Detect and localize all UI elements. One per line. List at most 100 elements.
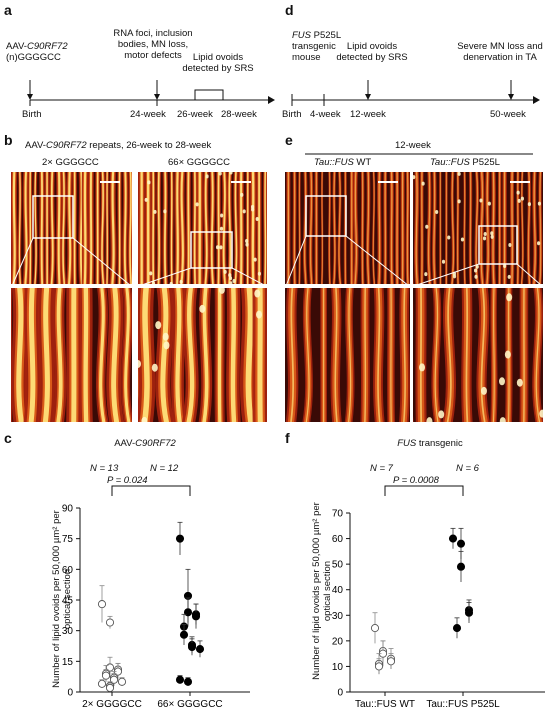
data-point (97, 600, 107, 609)
panel-a-label: a (4, 2, 12, 18)
srs-image-66x-overview (138, 172, 267, 284)
panel-d-tick-50: 50-week (490, 109, 526, 120)
zoom-box (32, 195, 74, 239)
panel-f-n-label-1: N = 7 (370, 463, 393, 474)
x-tick-label: 66× GGGGCC (157, 699, 222, 710)
panel-b-label: b (4, 132, 13, 148)
panel-f-p-label: P = 0.0008 (393, 475, 439, 486)
panel-a-construct: AAV-C90RF72 (6, 41, 68, 52)
panel-d-mouse-line3: mouse (292, 52, 321, 63)
data-point (183, 677, 193, 686)
y-tick-label: 30 (62, 626, 74, 637)
srs-image-2x-zoom (11, 288, 132, 422)
zoom-box (478, 225, 518, 265)
panel-e-label: e (285, 132, 293, 148)
data-point (456, 562, 466, 571)
panel-e-col-label-wt: Tau::FUS WT (314, 157, 372, 168)
data-point (105, 683, 115, 692)
panel-a-event-1: RNA foci, inclusion bodies, MN loss, mot… (113, 28, 193, 61)
data-point (101, 671, 111, 680)
series-0 (370, 612, 396, 675)
panel-e-timepoint-line (305, 153, 533, 155)
panel-b-title: AAV-C90RF72 repeats, 26-week to 28-week (25, 140, 212, 151)
series-0 (97, 585, 127, 692)
zoom-box (190, 231, 233, 269)
y-tick-label: 0 (67, 688, 73, 699)
x-tick-label: Tau::FUS WT (355, 699, 415, 710)
y-tick-label: 60 (62, 565, 74, 576)
data-point (448, 534, 458, 543)
series-1 (175, 521, 205, 686)
srs-image-p525l-zoom (413, 288, 543, 422)
panel-f-n-label-2: N = 6 (456, 463, 479, 474)
panel-f-title: FUS transgenic (397, 438, 463, 449)
panel-d-tick-4: 4-week (310, 109, 341, 120)
y-tick-label: 75 (62, 534, 74, 545)
y-tick-label: 40 (332, 585, 344, 596)
data-point (452, 624, 462, 633)
y-tick-label: 15 (62, 657, 74, 668)
x-tick-label: Tau::FUS P525L (426, 699, 500, 710)
panel-c-label: c (4, 430, 12, 446)
y-tick-label: 60 (332, 534, 344, 545)
y-tick-label: 0 (337, 688, 343, 699)
panel-c-n-label-2: N = 12 (150, 463, 179, 474)
panel-a-construct-repeat: (n)GGGGCC (6, 52, 61, 63)
y-tick-label: 30 (332, 611, 344, 622)
panel-d-event-1: Lipid ovoids detected by SRS (336, 41, 408, 63)
zoom-box (305, 195, 347, 237)
data-point (179, 630, 189, 639)
panel-d-mouse-line2: transgenic (292, 41, 336, 52)
y-tick-label: 20 (332, 636, 344, 647)
srs-image-66x-zoom (138, 288, 267, 422)
panel-a-tick-24: 24-week (130, 109, 166, 120)
data-point (464, 608, 474, 617)
data-point (117, 677, 127, 686)
srs-image-wt-zoom (285, 288, 410, 422)
data-point (187, 642, 197, 652)
significance-bracket (111, 485, 191, 496)
data-point (105, 618, 115, 627)
panel-a-tick-28: 28-week (221, 109, 257, 120)
data-point (374, 662, 384, 671)
y-tick-label: 50 (332, 560, 344, 571)
srs-image-p525l-overview (413, 172, 543, 284)
data-point (97, 679, 107, 688)
x-tick-label: 2× GGGGCC (82, 699, 142, 710)
panel-e-col-label-p525l: Tau::FUS P525L (430, 157, 500, 168)
data-point (183, 608, 193, 617)
data-point (175, 675, 185, 684)
data-point (456, 539, 466, 548)
panel-a-timeline (27, 80, 275, 106)
panel-a-tick-26: 26-week (177, 109, 213, 120)
data-point (195, 645, 205, 654)
series-1 (448, 527, 474, 639)
panel-d-tick-12: 12-week (350, 109, 386, 120)
panel-d-event-2: Severe MN loss and denervation in TA (457, 41, 543, 63)
panel-e-timepoint: 12-week (395, 140, 431, 151)
panel-b-col-label-66x: 66× GGGGCC (168, 157, 231, 168)
panel-c-chart: 0 15 30 45 60 75 90 2× GGGGCC 66× GGGGCC (62, 485, 250, 710)
data-point (175, 534, 185, 543)
y-tick-label: 45 (62, 596, 74, 607)
srs-image-2x-overview (11, 172, 132, 284)
y-tick-label: 70 (332, 509, 344, 520)
panel-a-tick-birth: Birth (22, 109, 42, 120)
panel-d-label: d (285, 2, 294, 18)
data-point (370, 624, 380, 633)
panel-f-label: f (285, 430, 290, 446)
panel-e-overlays (285, 181, 543, 287)
panel-c-n-label-1: N = 13 (90, 463, 119, 474)
panel-d-tick-birth: Birth (282, 109, 302, 120)
data-point (191, 612, 201, 621)
y-tick-label: 90 (62, 504, 74, 515)
panel-c-title: AAV-C90RF72 (114, 438, 176, 449)
data-point (386, 657, 396, 666)
axes: 0 15 30 45 60 75 90 2× GGGGCC 66× GGGGCC (62, 504, 250, 710)
significance-bracket (384, 485, 464, 496)
panel-d-mouse-line1: FUS P525L (292, 30, 342, 41)
panel-b-overlays (11, 181, 267, 287)
panel-c-p-label: P = 0.024 (107, 475, 148, 486)
